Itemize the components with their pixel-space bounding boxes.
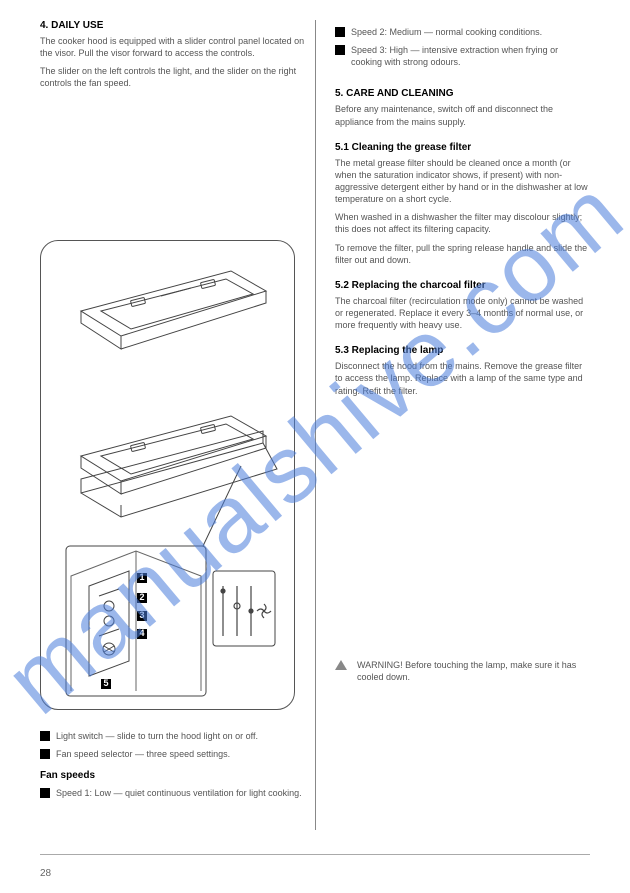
body-text: The cooker hood is equipped with a slide… <box>40 35 310 59</box>
product-figure: 1 2 3 4 5 <box>40 240 295 710</box>
subsection-heading: 5.2 Replacing the charcoal filter <box>335 280 590 291</box>
subsection-heading: 5.1 Cleaning the grease filter <box>335 142 590 153</box>
body-text: When washed in a dishwasher the filter m… <box>335 211 590 235</box>
subsection-heading: 5.3 Replacing the lamp <box>335 345 590 356</box>
body-text: Disconnect the hood from the mains. Remo… <box>335 360 590 396</box>
list-item: Speed 2: Medium — normal cooking conditi… <box>335 26 590 38</box>
bullet-text: Light switch — slide to turn the hood li… <box>56 730 258 742</box>
bullet-icon <box>335 45 345 55</box>
bullet-icon <box>335 27 345 37</box>
bullet-icon <box>40 749 50 759</box>
bullet-icon <box>40 731 50 741</box>
list-item: Speed 3: High — intensive extraction whe… <box>335 44 590 68</box>
footer-rule <box>40 854 590 855</box>
body-text: Before any maintenance, switch off and d… <box>335 103 590 127</box>
warning-block: WARNING! Before touching the lamp, make … <box>335 659 590 683</box>
warning-icon <box>335 660 347 670</box>
list-item: Speed 1: Low — quiet continuous ventilat… <box>40 787 310 799</box>
callout-number: 1 <box>137 572 147 582</box>
page-number: 28 <box>40 868 51 879</box>
column-divider <box>315 20 316 830</box>
section-heading: 5. CARE AND CLEANING <box>335 88 590 99</box>
right-column: Speed 2: Medium — normal cooking conditi… <box>335 20 590 683</box>
body-text: To remove the filter, pull the spring re… <box>335 242 590 266</box>
section-heading: 4. DAILY USE <box>40 20 310 31</box>
bullet-text: Speed 1: Low — quiet continuous ventilat… <box>56 787 302 799</box>
bullet-text: Speed 2: Medium — normal cooking conditi… <box>351 26 542 38</box>
bullet-icon <box>40 788 50 798</box>
left-column: 4. DAILY USE The cooker hood is equipped… <box>40 20 310 799</box>
callout-number: 5 <box>101 678 111 688</box>
body-text: The charcoal filter (recirculation mode … <box>335 295 590 331</box>
callout-number: 3 <box>137 610 147 620</box>
body-text: The metal grease filter should be cleane… <box>335 157 590 206</box>
bullet-text: Speed 3: High — intensive extraction whe… <box>351 44 590 68</box>
subsection-heading: Fan speeds <box>40 770 310 781</box>
hood-diagram-svg <box>41 241 295 710</box>
list-item: Fan speed selector — three speed setting… <box>40 748 310 760</box>
bullet-text: Fan speed selector — three speed setting… <box>56 748 230 760</box>
warning-text: WARNING! Before touching the lamp, make … <box>357 659 590 683</box>
callout-number: 2 <box>137 592 147 602</box>
callout-number: 4 <box>137 628 147 638</box>
list-item: Light switch — slide to turn the hood li… <box>40 730 310 742</box>
body-text: The slider on the left controls the ligh… <box>40 65 310 89</box>
